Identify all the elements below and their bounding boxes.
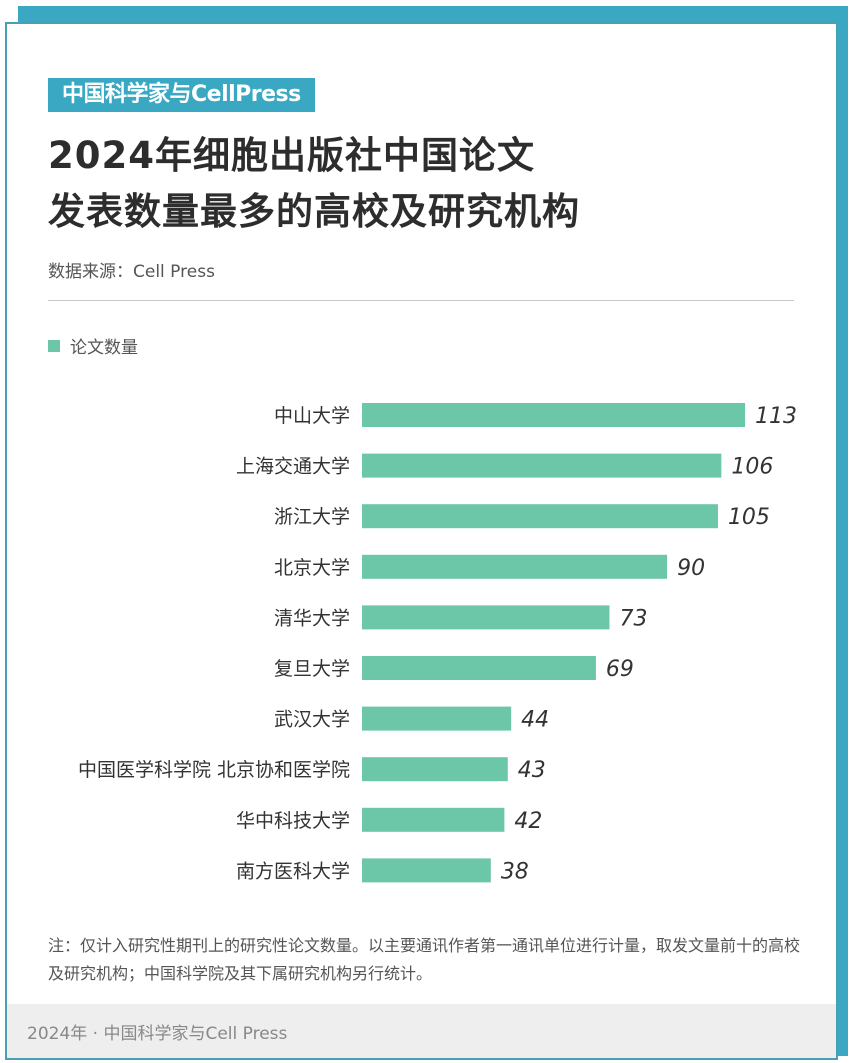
- category-label: 浙江大学: [274, 506, 350, 528]
- value-label: 38: [501, 859, 529, 884]
- title-line-1: 2024年细胞出版社中国论文: [48, 134, 535, 177]
- value-label: 43: [518, 758, 546, 783]
- bar: [362, 706, 512, 731]
- bar: [362, 554, 668, 579]
- brand-tag: 中国科学家与CellPress: [48, 78, 315, 112]
- bar: [362, 656, 596, 680]
- legend: 论文数量: [48, 333, 138, 358]
- value-label: 90: [677, 556, 705, 581]
- data-source: 数据来源：Cell Press: [48, 262, 215, 282]
- bar: [362, 403, 746, 427]
- category-label: 清华大学: [274, 607, 350, 629]
- bar: [362, 504, 718, 529]
- footnote: 注：仅计入研究性期刊上的研究性论文数量。以主要通讯作者第一通讯单位进行计量，取发…: [48, 936, 801, 983]
- bar: [362, 858, 491, 883]
- legend-swatch: [48, 339, 60, 352]
- category-label: 北京大学: [274, 557, 350, 579]
- divider: [48, 300, 794, 301]
- value-label: 44: [521, 708, 549, 733]
- value-label: 106: [731, 455, 773, 480]
- title-line-2: 发表数量最多的高校及研究机构: [48, 190, 580, 233]
- value-label: 42: [514, 809, 542, 834]
- footer: 2024年 · 中国科学家与Cell Press: [7, 1004, 836, 1058]
- category-label: 上海交通大学: [236, 456, 350, 478]
- value-label: 105: [728, 505, 770, 530]
- category-label: 复旦大学: [274, 658, 350, 680]
- bar: [362, 807, 505, 832]
- bar-chart: 中山大学 113 上海交通大学 106 浙江大学 105 北京大学 90 清华大学 73 复旦大学 6…: [78, 403, 797, 884]
- value-label: 69: [606, 657, 634, 682]
- category-label: 华中科技大学: [236, 810, 350, 832]
- legend-label: 论文数量: [70, 338, 138, 358]
- bar: [362, 605, 610, 630]
- category-label: 武汉大学: [274, 709, 350, 731]
- bar: [362, 757, 508, 782]
- bar: [362, 453, 722, 478]
- category-label: 中国医学科学院 北京协和医学院: [78, 759, 350, 781]
- footer-text: 2024年 · 中国科学家与Cell Press: [27, 1024, 288, 1044]
- page-title: 2024年细胞出版社中国论文 发表数量最多的高校及研究机构: [48, 128, 580, 240]
- value-label: 113: [755, 404, 797, 429]
- card: [5, 22, 838, 1060]
- category-label: 中山大学: [274, 405, 350, 427]
- category-label: 南方医科大学: [236, 860, 350, 882]
- value-label: 73: [619, 606, 647, 631]
